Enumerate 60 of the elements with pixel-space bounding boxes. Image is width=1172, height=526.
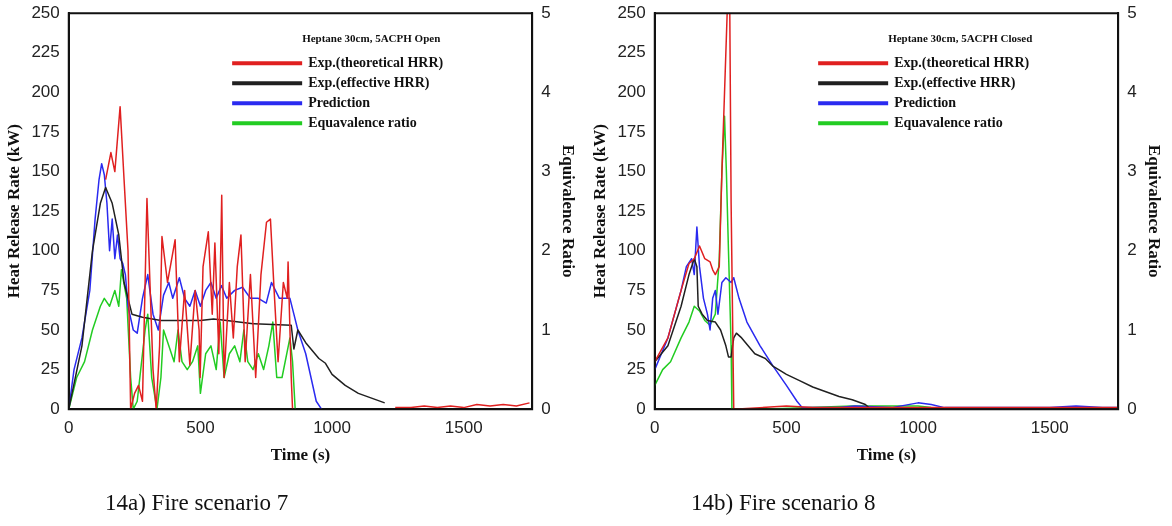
legend-label: Exp.(theoretical HRR)	[894, 54, 1030, 71]
y-tick-label: 150	[617, 161, 646, 181]
y2-tick-label: 5	[541, 2, 551, 22]
y-tick-label: 150	[31, 161, 60, 181]
y-tick-label: 0	[636, 398, 646, 418]
y2-tick-label: 1	[541, 319, 551, 339]
y2-tick-label: 3	[541, 161, 551, 181]
y2-tick-label: 5	[1127, 2, 1137, 22]
x-axis-title: Time (s)	[270, 445, 331, 465]
legend-label: Exp.(theoretical HRR)	[308, 54, 444, 71]
y2-axis-title: Equivalence Ratio	[1145, 144, 1165, 278]
legend-label: Prediction	[894, 94, 957, 110]
legend-label: Prediction	[308, 94, 371, 110]
y-axis-title: Heat Release Rate (kW)	[589, 124, 609, 299]
y2-tick-label: 4	[1127, 82, 1137, 102]
x-tick-label: 1500	[444, 418, 483, 438]
y-axis-title: Heat Release Rate (kW)	[3, 124, 23, 299]
x-tick-label: 1000	[313, 418, 351, 438]
y2-tick-label: 2	[1127, 240, 1137, 260]
y-tick-label: 100	[31, 240, 60, 260]
x-tick-label: 0	[650, 418, 660, 438]
y-tick-label: 225	[617, 42, 646, 62]
legend-label: Exp.(effective HRR)	[308, 74, 430, 91]
legend-label: Equavalence ratio	[894, 114, 1003, 130]
y-tick-label: 75	[626, 280, 646, 300]
legend-title: Heptane 30cm, 5ACPH Open	[302, 32, 441, 45]
y-tick-label: 225	[31, 42, 60, 62]
y-tick-label: 25	[626, 359, 646, 379]
legend-label: Equavalence ratio	[308, 114, 417, 130]
y-tick-label: 200	[617, 82, 646, 102]
y-tick-label: 250	[617, 2, 646, 22]
y-tick-label: 75	[40, 280, 60, 300]
y2-tick-label: 1	[1127, 319, 1137, 339]
y-tick-label: 175	[617, 121, 646, 141]
y-tick-label: 50	[40, 319, 60, 339]
x-axis-title: Time (s)	[856, 445, 917, 465]
x-tick-label: 1500	[1030, 418, 1069, 438]
y-tick-label: 200	[31, 82, 60, 102]
legend-label: Exp.(effective HRR)	[894, 74, 1016, 91]
y-tick-label: 125	[31, 200, 60, 220]
y2-tick-label: 0	[1127, 398, 1137, 418]
x-tick-label: 1000	[899, 418, 937, 438]
x-tick-label: 500	[772, 418, 801, 438]
y-tick-label: 0	[50, 398, 60, 418]
y2-tick-label: 4	[541, 82, 551, 102]
legend-title: Heptane 30cm, 5ACPH Closed	[888, 32, 1033, 45]
y-tick-label: 50	[626, 319, 646, 339]
y2-tick-label: 0	[541, 398, 551, 418]
text: 14a) Fire scenario 7	[105, 490, 289, 516]
y2-axis-title: Equivalence Ratio	[559, 144, 579, 278]
y-tick-label: 175	[31, 121, 60, 141]
x-tick-label: 0	[64, 418, 74, 438]
text: 14b) Fire scenario 8	[691, 490, 876, 516]
x-tick-label: 500	[186, 418, 215, 438]
y-tick-label: 125	[617, 200, 646, 220]
y-tick-label: 250	[31, 2, 60, 22]
y-tick-label: 100	[617, 240, 646, 260]
y2-tick-label: 2	[541, 240, 551, 260]
y2-tick-label: 3	[1127, 161, 1137, 181]
y-tick-label: 25	[40, 359, 60, 379]
